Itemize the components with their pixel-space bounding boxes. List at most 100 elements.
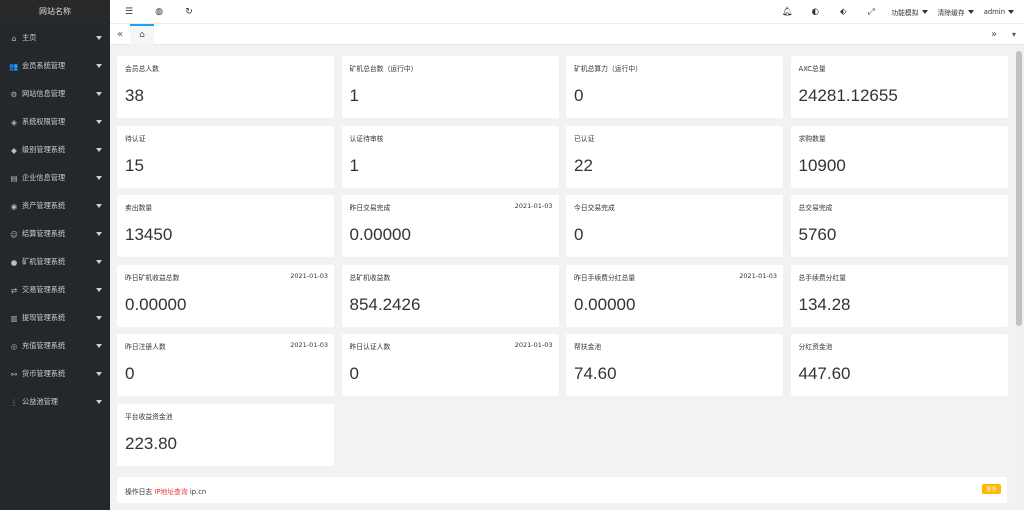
chevron-down-icon [96,344,102,348]
stat-title: 昨日注册人数 [125,341,166,351]
clear-cache-menu[interactable]: 清除缓存 [938,7,974,17]
fullscreen-icon[interactable]: ⤢ [857,7,885,17]
stat-date: 2021-01-03 [739,272,777,280]
function-simulate-menu[interactable]: 功能模拟 [891,7,927,17]
chevron-down-icon [96,148,102,152]
chevron-down-icon [96,176,102,180]
stat-value: 24281.12655 [799,86,898,106]
palette-icon[interactable]: ◐ [801,7,829,17]
scrollbar-thumb[interactable] [1016,51,1022,326]
stat-title: 已认证 [574,133,594,143]
user-menu[interactable]: admin [984,8,1014,16]
stat-title: 认证待审核 [350,133,384,143]
sidebar-item-5[interactable]: ▤ 企业信息管理 [0,164,110,192]
chevron-down-icon [96,92,102,96]
ip-lookup-link[interactable]: IP地址查询 [154,488,187,496]
sidebar-item-label: 级别管理系统 [22,145,96,155]
diamond-icon: ◆ [9,146,19,155]
sidebar-item-10[interactable]: ▥ 提现管理系统 [0,304,110,332]
stat-card: 会员总人数 38 [117,56,334,118]
stat-card: 昨日手续费分红总量 2021-01-03 0.00000 [566,265,783,327]
stat-card: 矿机总台数（运行中） 1 [342,56,559,118]
sidebar-item-0[interactable]: ⌂ 主页 [0,24,110,52]
stat-date: 2021-01-03 [290,272,328,280]
stat-title: 矿机总台数（运行中） [350,63,418,73]
topbar-right: 🔔︎ ◐ ⬖ ⤢ 功能模拟 清除缓存 admin [773,7,1024,17]
stat-title: 会员总人数 [125,63,159,73]
main-content: 会员总人数 38 矿机总台数（运行中） 1 矿机总算力（运行中） 0 AXC总量 24281.… [110,45,1014,510]
tab-scroll-right-icon[interactable]: » [984,29,1004,40]
bell-icon[interactable]: 🔔︎ [773,7,801,17]
chevron-down-icon [1008,10,1014,14]
stat-value: 0.00000 [125,295,186,315]
stat-title: 求购数量 [799,133,826,143]
sidebar-item-8[interactable]: ● 矿机管理系统 [0,248,110,276]
sidebar-item-label: 结算管理系统 [22,229,96,239]
tab-options-icon[interactable]: ▾ [1004,30,1024,39]
sidebar-item-4[interactable]: ◆ 级别管理系统 [0,136,110,164]
tag-icon[interactable]: ⬖ [829,7,857,17]
settle-icon: ☺ [9,230,19,239]
sidebar-item-11[interactable]: ◎ 充值管理系统 [0,332,110,360]
stat-card: 卖出数量 13450 [117,195,334,257]
sidebar-item-12[interactable]: ⚯ 货币管理系统 [0,360,110,388]
stat-value: 5760 [799,225,837,245]
asset-icon: ◉ [9,202,19,211]
tab-scroll-left-icon[interactable]: « [110,29,130,40]
sidebar-item-3[interactable]: ◈ 系统权限管理 [0,108,110,136]
sidebar-item-label: 系统权限管理 [22,117,96,127]
chevron-down-icon [968,10,974,14]
sidebar-item-7[interactable]: ☺ 结算管理系统 [0,220,110,248]
stat-card: 求购数量 10900 [791,126,1008,188]
sidebar-item-label: 提现管理系统 [22,313,96,323]
sidebar-item-label: 会员系统管理 [22,61,96,71]
stat-value: 0 [125,364,134,384]
sidebar: 网站名称 ⌂ 主页 👥 会员系统管理 ⚙ 网站信息管理 ◈ 系统权限管理 ◆ 级别管理系统 ▤ 企业信… [0,0,110,510]
home-icon: ⌂ [139,30,145,40]
trade-icon: ⇄ [9,286,19,295]
stat-card: 矿机总算力（运行中） 0 [566,56,783,118]
log-title: 操作日志 IP地址查询 ip.cn [125,486,206,496]
site-brand[interactable]: 网站名称 [0,0,110,24]
stat-title: 平台收益资金池 [125,411,173,421]
stat-value: 1 [350,156,359,176]
stat-value: 0 [574,86,583,106]
sidebar-item-6[interactable]: ◉ 资产管理系统 [0,192,110,220]
sidebar-item-13[interactable]: ⋮ 公益池管理 [0,388,110,416]
stat-title: 今日交易完成 [574,202,615,212]
function-simulate-label: 功能模拟 [891,7,918,17]
stat-value: 74.60 [574,364,617,384]
sidebar-item-label: 交易管理系统 [22,285,96,295]
sidebar-item-2[interactable]: ⚙ 网站信息管理 [0,80,110,108]
sidebar-item-1[interactable]: 👥 会员系统管理 [0,52,110,80]
log-title-text: 操作日志 [125,488,152,496]
stat-value: 0 [574,225,583,245]
stat-value: 13450 [125,225,172,245]
refresh-icon[interactable]: ↻ [174,7,204,17]
tab-home[interactable]: ⌂ [130,24,154,45]
miner-icon: ● [9,258,19,267]
topbar-left: ☰ ◍ ↻ [110,7,204,17]
stat-title: 昨日矿机收益总数 [125,272,179,282]
stat-value: 134.28 [799,295,851,315]
stat-value: 0.00000 [350,225,411,245]
top-bar: ☰ ◍ ↻ 🔔︎ ◐ ⬖ ⤢ 功能模拟 清除缓存 admin [110,0,1024,24]
stat-title: 总矿机收益数 [350,272,391,282]
globe-icon[interactable]: ◍ [144,7,174,17]
content-scrollbar[interactable] [1014,45,1024,510]
sidebar-item-label: 企业信息管理 [22,173,96,183]
stat-value: 15 [125,156,144,176]
sidebar-item-9[interactable]: ⇄ 交易管理系统 [0,276,110,304]
stat-card: AXC总量 24281.12655 [791,56,1008,118]
stat-date: 2021-01-03 [515,202,553,210]
user-name: admin [984,8,1005,16]
chevron-down-icon [96,260,102,264]
stat-card: 总矿机收益数 854.2426 [342,265,559,327]
operation-log-panel: 操作日志 IP地址查询 ip.cn 更多 [117,477,1007,503]
stat-value: 22 [574,156,593,176]
stat-card: 总交易完成 5760 [791,195,1008,257]
stat-card: 总手续费分红量 134.28 [791,265,1008,327]
more-badge[interactable]: 更多 [982,484,1001,494]
menu-toggle-icon[interactable]: ☰ [114,7,144,17]
stat-title: 昨日交易完成 [350,202,391,212]
